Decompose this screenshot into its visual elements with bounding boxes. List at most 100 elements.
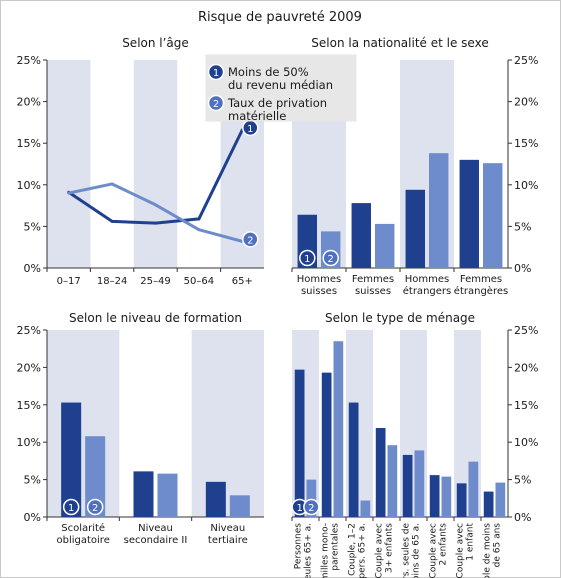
bar-series1 [402, 454, 413, 517]
bar-series2 [414, 450, 425, 517]
y-tick-label: 20% [514, 361, 538, 374]
y-tick-label: 5% [514, 220, 531, 233]
bar-badge-label: 1 [68, 503, 74, 514]
y-tick-label: 0% [514, 262, 531, 275]
bar-series2 [157, 473, 178, 517]
x-tick-label-group: Pers. seules de moins de 65 a. [402, 523, 422, 578]
y-tick-label: 25% [514, 54, 538, 67]
x-tick-label: Femmes [460, 274, 502, 285]
y-tick-label: 10% [17, 436, 41, 449]
bar-series1 [375, 427, 386, 517]
bar-series2 [441, 476, 452, 517]
figure-title: Risque de pauvreté 2009 [198, 10, 362, 25]
bar-badge-label: 1 [296, 503, 302, 514]
y-tick-label: 20% [17, 361, 41, 374]
x-tick-label: Couple avec [456, 523, 466, 578]
x-tick-label: Personnes [294, 523, 304, 569]
bar-badge-label: 2 [328, 254, 334, 265]
y-tick-label: 0% [24, 262, 41, 275]
category-band [47, 330, 120, 517]
bar-series2 [360, 500, 371, 517]
y-tick-label: 0% [514, 511, 531, 524]
bar-badge-label: 1 [304, 254, 310, 265]
x-tick-label: étrangères [454, 285, 508, 297]
bar-series1 [483, 491, 494, 517]
x-tick-label: obligatoire [56, 535, 109, 546]
y-tick-label: 25% [17, 324, 41, 337]
chart-panel-1: Selon l’âge 0% 5% 10% 15% 20% 25% 0–17 18–24 25–4… [17, 36, 264, 287]
legend-badge [207, 63, 225, 81]
x-tick-label: seules 65+ a. [304, 523, 314, 578]
y-tick-label: 20% [17, 96, 41, 109]
bar-series1 [61, 402, 82, 517]
legend-badge [207, 94, 225, 112]
chart-panel-3: Selon le niveau de formation 0% 5% 10% 15% 20… [17, 311, 264, 546]
bar-series1 [456, 483, 467, 517]
bar-series1 [348, 402, 359, 517]
x-tick-label-group: Couple avec 3+ enfants [375, 523, 395, 578]
legend: 1 Moins de 50%du revenu médian 2 Taux de pr… [205, 54, 357, 123]
legend-text: Taux de privation [227, 96, 327, 110]
legend-box [205, 54, 357, 122]
x-tick-label: Niveau [210, 523, 245, 534]
x-tick-label-group: Couple de moins de 65 ans [483, 523, 503, 578]
x-tick-label-group: Personnes seules 65+ a. [294, 523, 314, 578]
bar-series1 [429, 475, 440, 517]
y-tick-label: 5% [24, 474, 41, 487]
y-tick-label: 5% [514, 474, 531, 487]
panel-title: Selon l’âge [122, 36, 189, 50]
series-end-badge-label: 1 [247, 124, 253, 135]
bar-series2 [306, 479, 317, 517]
x-tick-label: Pers. seules de [402, 523, 412, 578]
y-tick-label: 20% [514, 96, 538, 109]
x-tick-label: Couple, 1–2 [348, 523, 358, 576]
chart-panel-2: Selon la nationalité et le sexe 0% 5% 10% 15… [291, 36, 538, 297]
category-band [133, 60, 178, 268]
x-tick-label: 18–24 [97, 276, 127, 287]
bar-series2 [495, 482, 506, 517]
x-tick-label: parentales [331, 523, 341, 571]
y-tick-label: 25% [17, 54, 41, 67]
y-tick-label: 15% [514, 137, 538, 150]
x-tick-label: 0–17 [57, 276, 81, 287]
bar-series2 [483, 163, 503, 268]
x-tick-label-group: Couple avec 1 enfant [456, 523, 476, 578]
data-point [154, 221, 157, 225]
bar-series2 [429, 153, 449, 268]
x-tick-label: 1 enfant [466, 523, 476, 561]
y-tick-label: 15% [17, 137, 41, 150]
x-tick-label: tertiaire [208, 535, 248, 546]
legend-text: du revenu médian [228, 78, 333, 92]
bar-series1 [459, 159, 479, 268]
x-tick-label: 65+ [232, 276, 253, 287]
legend-text: matérielle [228, 109, 286, 123]
y-tick-label: 10% [17, 179, 41, 192]
bar-badge [299, 249, 316, 267]
x-tick-label: Familles mono- [321, 523, 331, 578]
data-point [67, 191, 71, 195]
panel-title: Selon le type de ménage [325, 311, 475, 325]
series-end-badge [242, 231, 259, 248]
x-tick-label: Hommes [297, 274, 341, 285]
bar-badge [303, 498, 320, 516]
x-tick-label: 25–49 [140, 276, 170, 287]
bar-badge [322, 249, 339, 267]
x-tick-label-group: Couple avec 2 enfants [429, 523, 449, 578]
x-tick-label: étrangers [403, 285, 451, 297]
y-tick-label: 15% [17, 399, 41, 412]
chart-panel-4: Selon le type de ménage 0% 5% 10% 15% 20% 25% P… [291, 311, 538, 578]
data-point [154, 203, 157, 207]
bar-series1 [351, 203, 371, 268]
bar-series1 [294, 369, 305, 517]
x-tick-label: de 65 ans [493, 523, 503, 568]
data-point [197, 217, 201, 221]
x-tick-label: 50–64 [184, 276, 214, 287]
x-tick-label: secondaire II [124, 535, 188, 546]
x-tick-label: pers. 65+ a. [358, 523, 368, 578]
data-point [110, 182, 114, 186]
y-tick-label: 5% [24, 220, 41, 233]
bar-series1 [405, 189, 425, 268]
x-tick-label: Femmes [352, 274, 394, 285]
